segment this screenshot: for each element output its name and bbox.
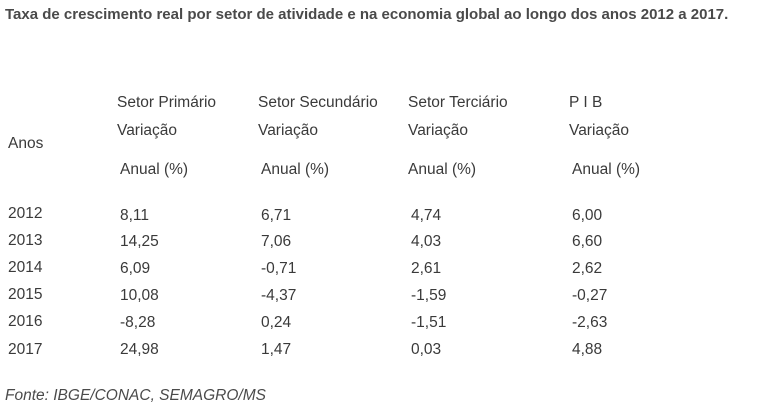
table-cell: 7,06 — [261, 233, 292, 250]
table-cell: 6,60 — [572, 233, 603, 250]
table-cell: 4,74 — [411, 207, 442, 224]
row-year: 2012 — [8, 205, 43, 222]
table-cell: 10,08 — [120, 287, 159, 304]
table-cell: -1,59 — [411, 287, 447, 304]
row-year: 2015 — [8, 286, 43, 303]
table-cell: -0,27 — [572, 287, 608, 304]
col-subheader-pib-variacao: Variação — [569, 122, 630, 139]
source-caption: Fonte: IBGE/CONAC, SEMAGRO/MS — [5, 387, 266, 404]
col-header-secundario: Setor Secundário — [258, 94, 378, 111]
col-subheader-terciario-variacao: Variação — [408, 122, 469, 139]
year-header: Anos — [8, 135, 44, 152]
col-subheader-primario-variacao: Variação — [117, 122, 178, 139]
table-cell: -2,63 — [572, 314, 608, 331]
table-cell: 2,61 — [411, 260, 442, 277]
col-subheader-secundario-variacao: Variação — [258, 122, 319, 139]
table-cell: 6,00 — [572, 207, 603, 224]
table-cell: 4,03 — [411, 233, 442, 250]
table-cell: 1,47 — [261, 341, 292, 358]
table-cell: 24,98 — [120, 341, 159, 358]
table-cell: -4,37 — [261, 287, 297, 304]
table-cell: 2,62 — [572, 260, 603, 277]
col-header-pib: P I B — [569, 94, 603, 111]
row-year: 2016 — [8, 313, 43, 330]
col-subheader-primario-anual: Anual (%) — [120, 161, 189, 178]
table-cell: 8,11 — [120, 207, 150, 224]
row-year: 2017 — [8, 341, 43, 358]
table-cell: -0,71 — [261, 260, 297, 277]
table-cell: 14,25 — [120, 233, 159, 250]
table-cell: 6,71 — [261, 207, 292, 224]
col-subheader-terciario-anual: Anual (%) — [408, 161, 477, 178]
table-cell: 6,09 — [120, 260, 151, 277]
table-cell: 4,88 — [572, 341, 603, 358]
row-year: 2014 — [8, 259, 43, 276]
table-cell: 0,03 — [411, 341, 442, 358]
table-cell: -1,51 — [411, 314, 447, 331]
table-cell: 0,24 — [261, 314, 292, 331]
col-subheader-pib-anual: Anual (%) — [572, 161, 641, 178]
row-year: 2013 — [8, 232, 43, 249]
col-subheader-secundario-anual: Anual (%) — [261, 161, 330, 178]
table-cell: -8,28 — [120, 314, 156, 331]
col-header-primario: Setor Primário — [117, 94, 217, 111]
col-header-terciario: Setor Terciário — [408, 94, 508, 111]
table-title: Taxa de crescimento real por setor de at… — [5, 6, 729, 23]
